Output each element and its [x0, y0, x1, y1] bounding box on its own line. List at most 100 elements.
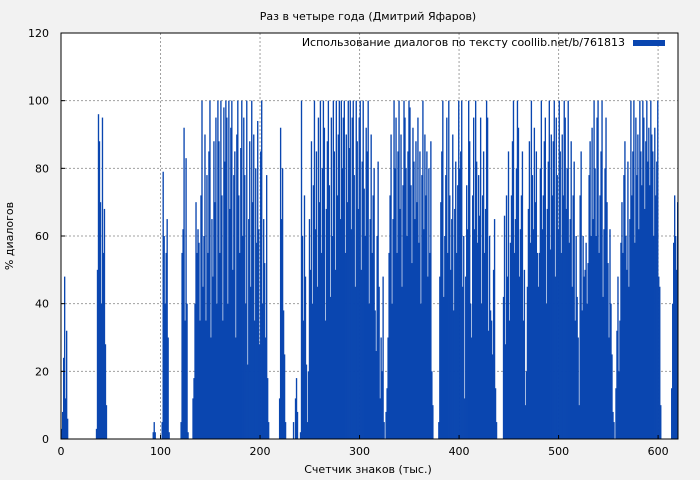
- bar: [326, 141, 329, 439]
- bar: [413, 161, 415, 439]
- bar: [544, 117, 546, 439]
- bar: [333, 151, 336, 440]
- x-axis-label: Счетчик знаков (тыс.): [304, 463, 432, 476]
- bar: [406, 236, 408, 439]
- bar: [258, 229, 260, 439]
- bar: [474, 100, 477, 440]
- bar: [528, 141, 531, 439]
- bar: [585, 242, 587, 439]
- bar: [591, 127, 593, 439]
- bar: [197, 229, 199, 439]
- bar: [629, 219, 631, 439]
- bar: [622, 252, 624, 439]
- bar: [162, 171, 164, 439]
- bar: [316, 286, 319, 439]
- bar: [183, 127, 185, 439]
- bar: [486, 117, 489, 439]
- bar: [337, 134, 339, 439]
- bar: [253, 134, 255, 439]
- y-tick-label: 60: [35, 230, 49, 243]
- bar: [252, 202, 254, 439]
- bar: [224, 161, 226, 439]
- bar: [628, 286, 630, 439]
- bar: [671, 388, 673, 439]
- bar: [310, 141, 313, 439]
- bar: [546, 208, 548, 439]
- bar: [578, 405, 580, 439]
- bar: [208, 151, 210, 440]
- bar: [407, 151, 409, 440]
- bar: [660, 405, 662, 439]
- bar: [302, 320, 305, 439]
- bar: [504, 344, 507, 439]
- bar: [571, 286, 573, 439]
- bar: [390, 134, 392, 439]
- bar: [598, 252, 600, 439]
- bar: [210, 337, 212, 439]
- bar: [236, 134, 238, 439]
- bar: [576, 296, 578, 439]
- bar: [495, 422, 498, 439]
- bar: [239, 252, 241, 439]
- ticks: 0 20 40 60 80 100 120 0 100 200 300 400 500 600: [28, 27, 669, 458]
- bar: [577, 337, 579, 439]
- bar: [454, 208, 456, 439]
- legend-label: Использование диалогов по тексту coollib…: [302, 36, 625, 49]
- bar: [641, 185, 643, 439]
- bar: [651, 134, 653, 439]
- bar: [168, 432, 170, 439]
- bar: [254, 320, 256, 439]
- bar: [572, 195, 574, 439]
- bar: [306, 422, 309, 439]
- bar: [399, 208, 401, 439]
- bar: [243, 117, 245, 439]
- bar: [186, 303, 188, 439]
- bar: [624, 141, 626, 439]
- bar: [222, 320, 224, 439]
- bar: [579, 195, 581, 439]
- bar: [380, 337, 382, 439]
- bar: [553, 100, 555, 440]
- bar: [295, 378, 298, 439]
- bar: [447, 252, 449, 439]
- bar: [429, 252, 431, 439]
- bar: [538, 252, 541, 439]
- bar: [296, 411, 299, 439]
- bar: [551, 195, 553, 439]
- bar: [634, 242, 636, 439]
- chart-title: Раз в четыре года (Дмитрий Яфаров): [260, 10, 476, 23]
- bar: [470, 303, 472, 439]
- bar: [212, 276, 214, 439]
- bar: [279, 127, 282, 439]
- bar: [221, 195, 223, 439]
- bar: [586, 303, 588, 439]
- bar: [355, 100, 357, 440]
- bar: [96, 269, 99, 439]
- bar: [180, 422, 182, 439]
- bar: [398, 100, 400, 440]
- bar: [370, 134, 372, 439]
- bar: [637, 134, 639, 439]
- bar: [520, 195, 523, 439]
- bar: [478, 215, 481, 439]
- bar: [374, 310, 376, 439]
- bar: [167, 337, 169, 439]
- bar: [412, 127, 414, 439]
- x-tick-label: 500: [548, 445, 569, 458]
- bar: [329, 296, 332, 439]
- bar: [391, 303, 393, 439]
- bar: [654, 127, 656, 439]
- legend-swatch: [633, 40, 665, 46]
- bar: [63, 276, 66, 439]
- bar: [548, 100, 550, 440]
- bar: [322, 100, 325, 440]
- bar: [563, 100, 565, 440]
- bar: [418, 242, 420, 439]
- bar: [564, 117, 566, 439]
- bar: [583, 276, 585, 439]
- x-tick-label: 100: [150, 445, 171, 458]
- bar: [417, 117, 419, 439]
- bar: [99, 202, 102, 439]
- bar: [613, 422, 615, 439]
- bar: [359, 100, 361, 440]
